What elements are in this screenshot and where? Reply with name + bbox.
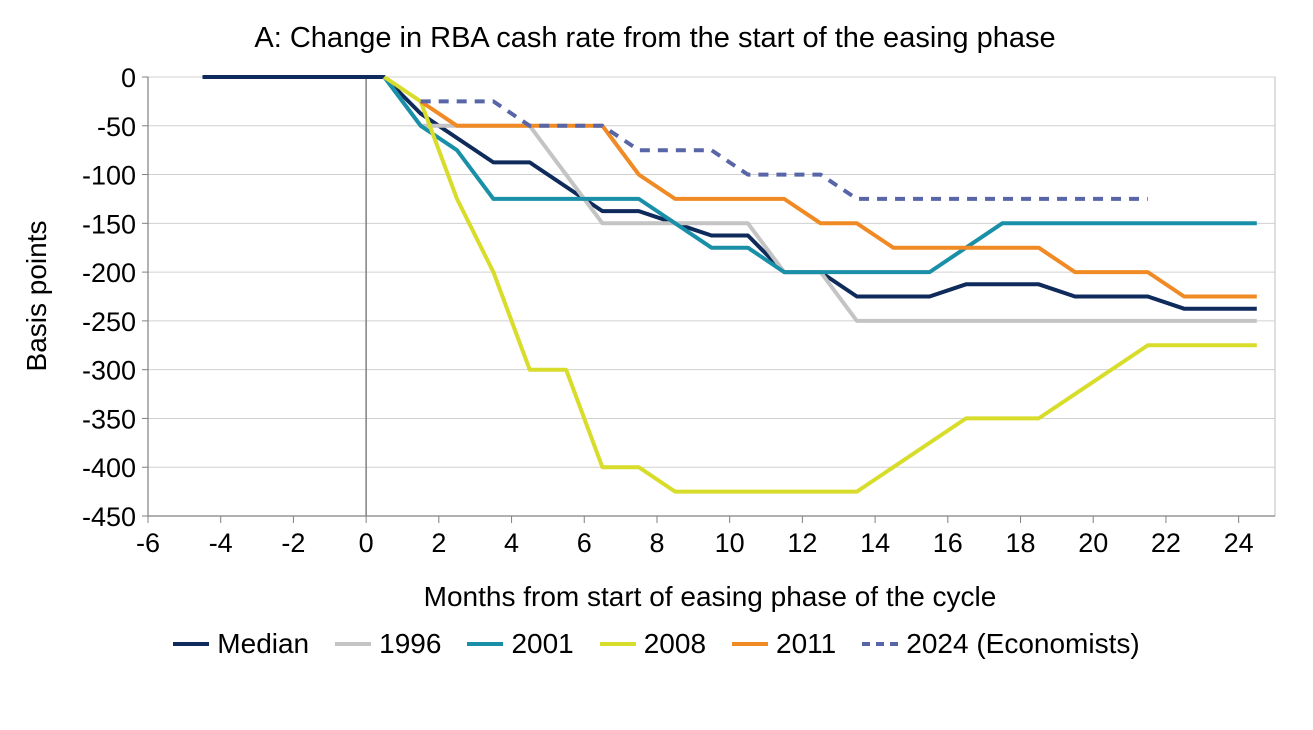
series-line-2008	[383, 75, 1257, 494]
series-line-2024-economists	[420, 99, 1148, 201]
legend-item: 2011	[732, 628, 836, 660]
x-axis-label: Months from start of easing phase of the…	[424, 581, 997, 612]
legend-label: Median	[217, 628, 310, 659]
legend-swatch	[467, 642, 504, 646]
series-line-median	[202, 75, 1257, 311]
x-axis-ticks: -6 -4 -2 0 2 4 6 8 10 12 14 16 18 20 22 24	[136, 516, 1254, 558]
legend-label: 2024 (Economists)	[906, 628, 1140, 659]
legend-label: 2011	[776, 628, 837, 659]
y-tick-label: -350	[82, 404, 136, 434]
y-tick-label: -50	[97, 112, 136, 142]
legend-swatch	[335, 642, 372, 646]
y-tick-label: -400	[82, 453, 136, 483]
series-lines	[202, 75, 1257, 494]
y-tick-label: -450	[82, 502, 136, 532]
legend-label: 2008	[643, 628, 707, 659]
x-tick-label: 2	[431, 528, 446, 558]
y-tick-label: 0	[121, 63, 136, 93]
legend-item: 2001	[467, 628, 574, 660]
legend-item: 1996	[335, 628, 441, 660]
legend-item: 2024 (Economists)	[862, 628, 1140, 660]
x-tick-label: 0	[359, 528, 374, 558]
legend-item: 2008	[599, 628, 707, 660]
y-tick-label: -300	[82, 356, 136, 386]
x-tick-label: 16	[933, 528, 963, 558]
y-tick-label: -250	[82, 307, 136, 337]
chart-title: A: Change in RBA cash rate from the star…	[254, 22, 1055, 54]
x-tick-label: 12	[787, 528, 817, 558]
legend-swatch	[173, 642, 210, 646]
y-tick-label: -200	[82, 258, 136, 288]
legend-label: 2001	[511, 628, 574, 659]
y-tick-label: -100	[82, 161, 136, 191]
x-tick-label: -6	[136, 528, 160, 558]
x-tick-label: 8	[649, 528, 664, 558]
legend-label: 1996	[379, 628, 442, 659]
series-line-2011	[419, 99, 1257, 299]
x-tick-label: 24	[1224, 528, 1254, 558]
x-tick-label: 10	[715, 528, 745, 558]
x-tick-label: 4	[504, 528, 519, 558]
series-line-2001	[382, 75, 1257, 275]
x-tick-label: -4	[209, 528, 233, 558]
legend: Median 1996 2001 2008 2011 2024 (Economists)	[0, 622, 1313, 666]
x-tick-label: 18	[1005, 528, 1035, 558]
y-tick-label: -150	[82, 209, 136, 239]
x-tick-label: 22	[1151, 528, 1181, 558]
x-tick-label: 6	[577, 528, 592, 558]
x-tick-label: 14	[860, 528, 890, 558]
y-axis-label: Basis points	[21, 221, 52, 372]
x-tick-label: -2	[281, 528, 305, 558]
legend-swatch	[599, 642, 636, 646]
legend-item: Median	[173, 628, 309, 660]
legend-swatch	[732, 642, 769, 646]
legend-swatch	[862, 642, 899, 646]
y-axis-ticks: 0 -50 -100 -150 -200 -250 -300 -350 -400 -450	[82, 63, 148, 532]
x-tick-label: 20	[1078, 528, 1108, 558]
